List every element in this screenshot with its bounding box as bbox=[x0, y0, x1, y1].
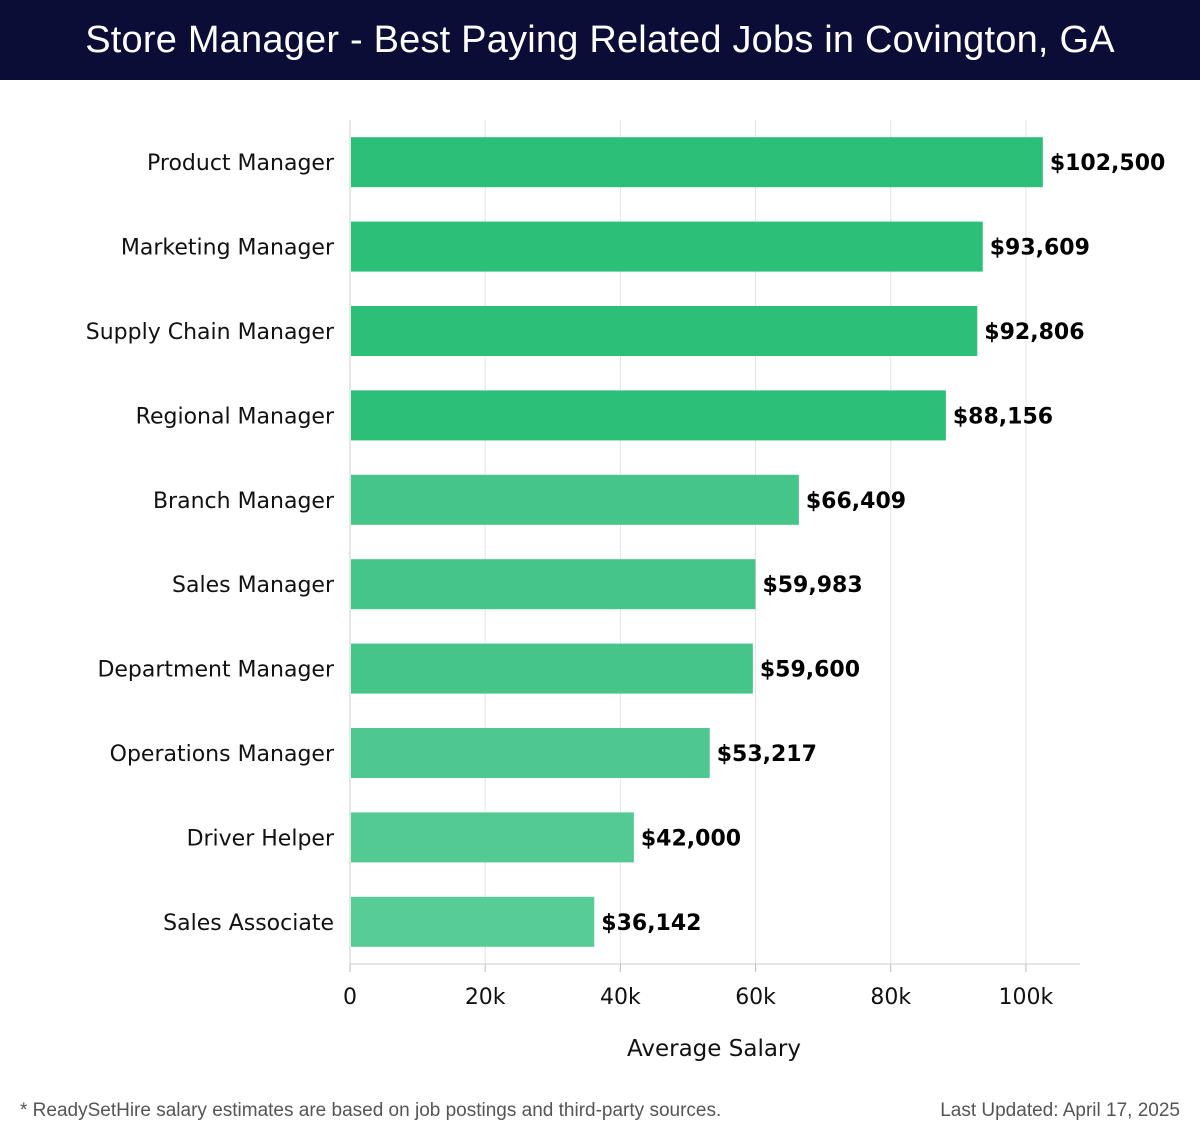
x-tick-label: 60k bbox=[735, 985, 776, 1010]
bars bbox=[351, 137, 1043, 947]
value-label: $42,000 bbox=[641, 826, 741, 851]
value-label: $88,156 bbox=[953, 404, 1053, 429]
category-label: Branch Manager bbox=[153, 489, 335, 514]
value-label: $59,983 bbox=[762, 573, 862, 598]
category-label: Marketing Manager bbox=[121, 236, 335, 261]
bar bbox=[351, 474, 799, 525]
bar bbox=[351, 390, 946, 441]
bar bbox=[351, 728, 710, 778]
category-label: Driver Helper bbox=[187, 826, 335, 851]
bar-chart: Product Manager Marketing Manager Supply C… bbox=[86, 120, 1165, 1062]
chart-header: Store Manager - Best Paying Related Jobs… bbox=[0, 0, 1200, 80]
bar bbox=[351, 896, 595, 947]
value-label: $36,142 bbox=[601, 911, 701, 936]
x-tick-label: 40k bbox=[600, 985, 641, 1010]
x-tick-label: 80k bbox=[870, 985, 911, 1010]
bar bbox=[351, 306, 978, 356]
category-label: Sales Associate bbox=[163, 911, 334, 936]
category-label: Operations Manager bbox=[110, 742, 335, 767]
x-axis: 0 20k 40k 60k 80k 100k bbox=[343, 120, 1080, 1010]
bar bbox=[351, 812, 634, 863]
category-label: Supply Chain Manager bbox=[86, 320, 335, 345]
bar bbox=[351, 643, 753, 694]
chart-title: Store Manager - Best Paying Related Jobs… bbox=[85, 18, 1115, 61]
value-label: $66,409 bbox=[806, 489, 906, 514]
x-axis-title: Average Salary bbox=[627, 1036, 801, 1062]
category-label: Regional Manager bbox=[136, 404, 335, 429]
last-updated: Last Updated: April 17, 2025 bbox=[940, 1100, 1180, 1121]
category-label: Product Manager bbox=[147, 151, 335, 176]
bar bbox=[351, 137, 1043, 188]
value-label: $53,217 bbox=[717, 742, 817, 767]
category-label: Department Manager bbox=[97, 658, 335, 683]
x-tick-label: 100k bbox=[999, 985, 1054, 1010]
footer-note: * ReadySetHire salary estimates are base… bbox=[20, 1100, 722, 1121]
bar bbox=[351, 559, 756, 610]
value-labels: $102,500 $93,609 $92,806 $88,156 $66,409 $59,… bbox=[601, 151, 1165, 936]
bar bbox=[351, 221, 983, 272]
x-tick-label: 0 bbox=[343, 985, 357, 1010]
value-label: $92,806 bbox=[984, 320, 1084, 345]
value-label: $93,609 bbox=[990, 236, 1090, 261]
value-label: $102,500 bbox=[1050, 151, 1166, 176]
category-labels: Product Manager Marketing Manager Supply C… bbox=[86, 151, 335, 936]
category-label: Sales Manager bbox=[172, 573, 335, 598]
value-label: $59,600 bbox=[760, 658, 860, 683]
x-tick-label: 20k bbox=[465, 985, 506, 1010]
